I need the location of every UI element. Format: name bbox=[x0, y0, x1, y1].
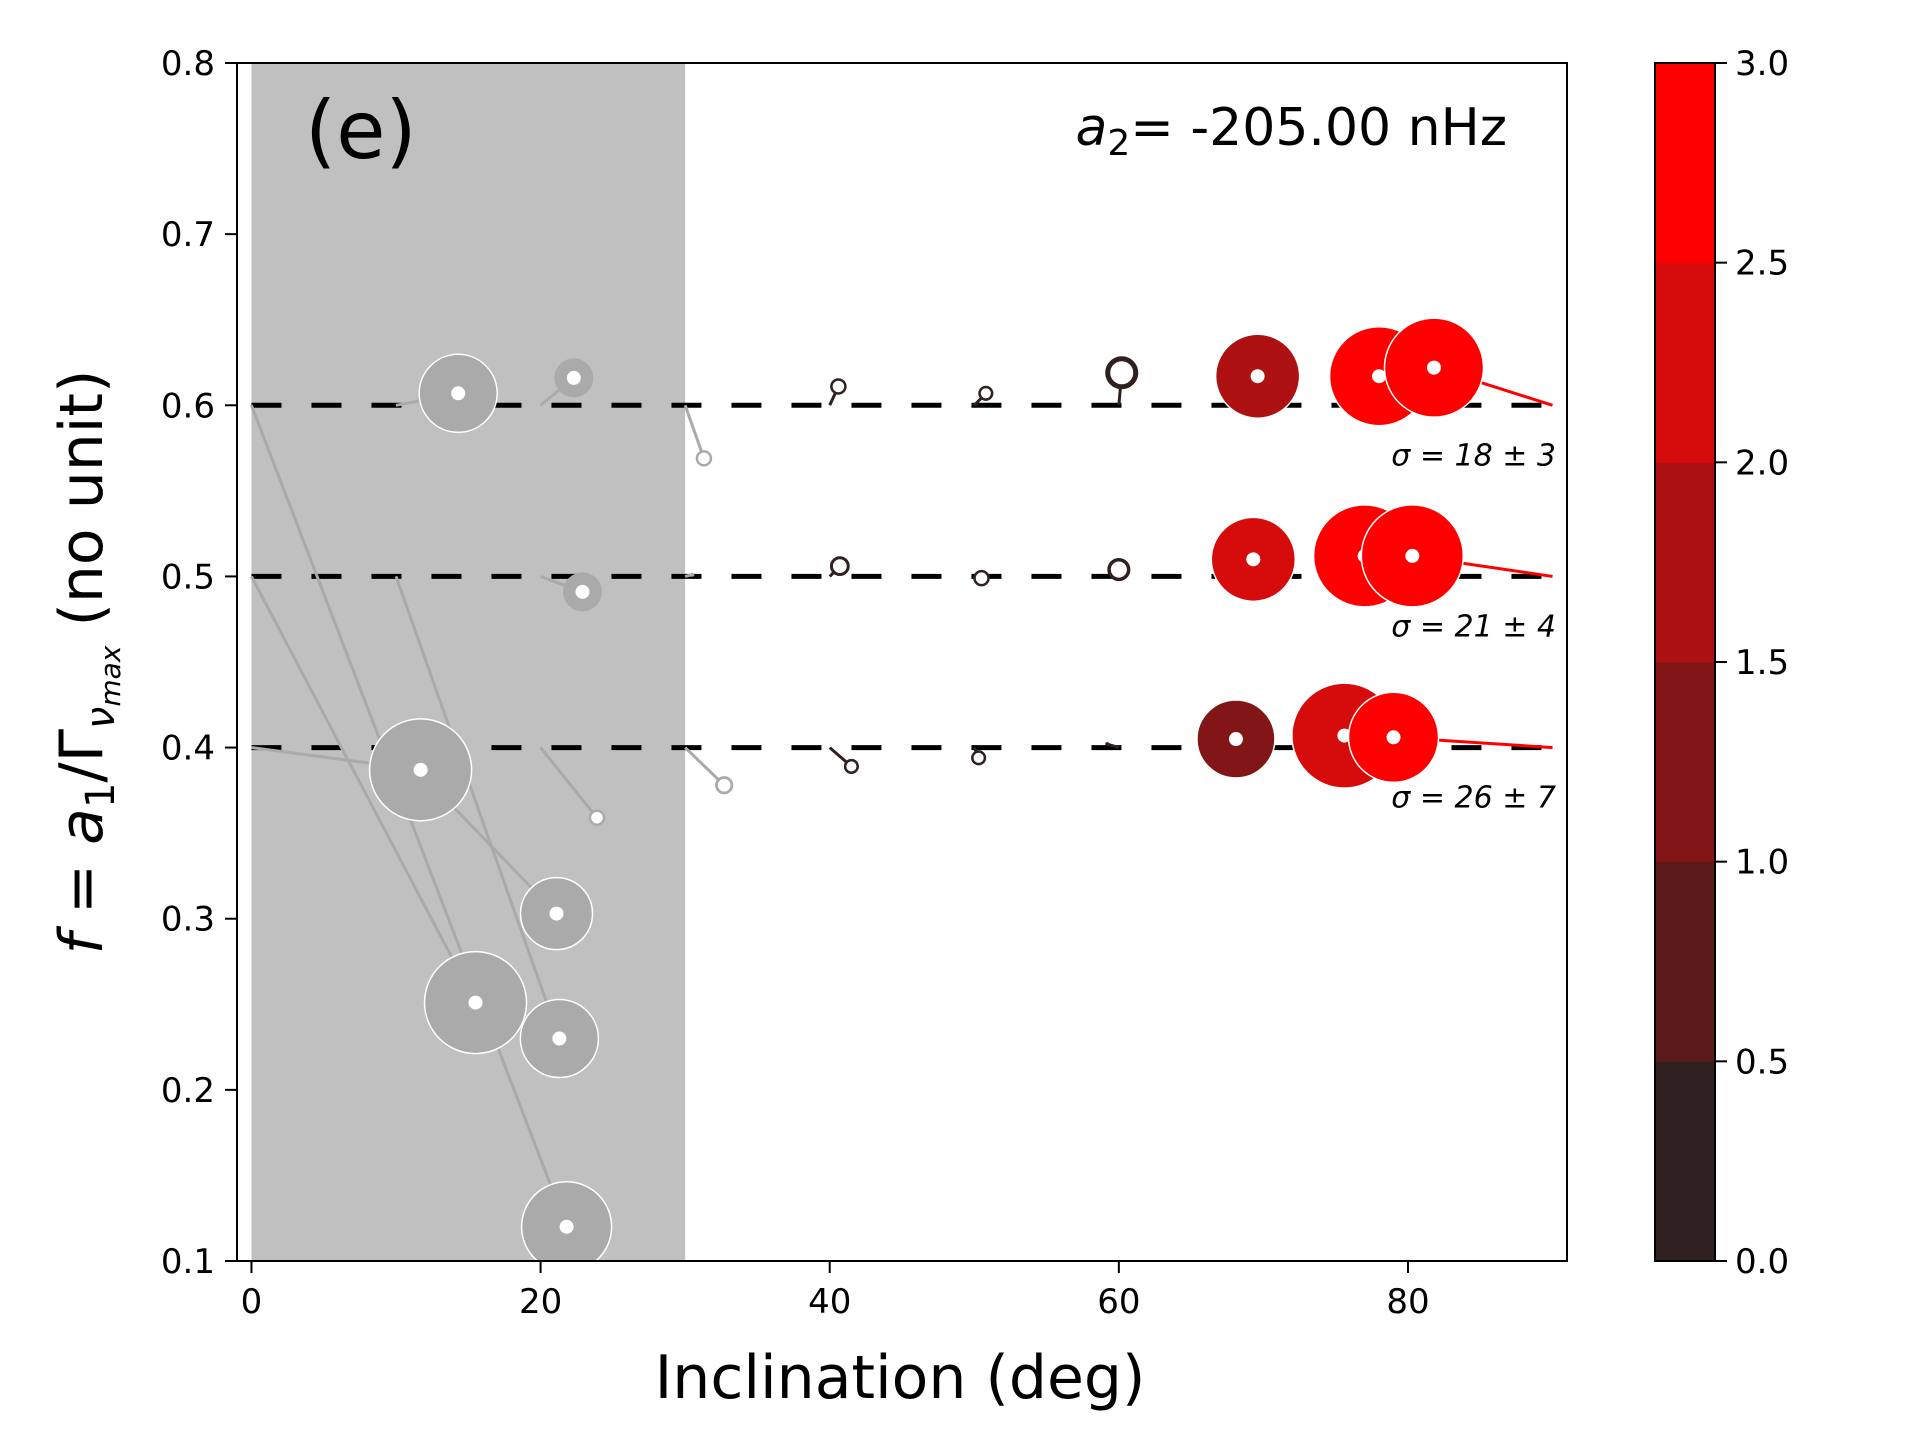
data-point bbox=[690, 572, 695, 577]
data-point-center bbox=[1246, 552, 1261, 567]
panel-label: (e) bbox=[305, 84, 417, 177]
y-tick-label: 0.7 bbox=[161, 215, 215, 255]
data-point-center bbox=[1405, 548, 1420, 563]
y-tick-label: 0.5 bbox=[161, 557, 215, 597]
colorbar-tick-label: 0.0 bbox=[1735, 1242, 1789, 1282]
sigma-labels: σ = 18 ± 3 σ = 21 ± 4 σ = 26 ± 7 bbox=[1391, 438, 1556, 815]
y-axis-label: f = a1/Γνmax (no unit) bbox=[47, 370, 127, 955]
plot-area: σ = 18 ± 3 σ = 21 ± 4 σ = 26 ± 7 (e) a2= -… bbox=[236, 62, 1568, 1262]
data-point-center bbox=[1228, 732, 1243, 747]
data-point bbox=[1105, 356, 1139, 390]
data-point-center bbox=[413, 762, 428, 777]
sigma-label: σ = 18 ± 3 bbox=[1391, 438, 1556, 473]
y-tick-label: 0.3 bbox=[161, 900, 215, 940]
colorbar-tick-label: 2.0 bbox=[1735, 443, 1789, 483]
data-point-center bbox=[1427, 360, 1441, 375]
colorbar-bin bbox=[1655, 662, 1715, 863]
plot-frame bbox=[236, 62, 1568, 1262]
y-label-slash-gamma: /Γ bbox=[47, 728, 117, 782]
data-point bbox=[1107, 558, 1131, 582]
data-point-center bbox=[559, 1219, 574, 1234]
excluded-inclination-region bbox=[251, 63, 686, 1261]
sigma-label: σ = 26 ± 7 bbox=[1391, 781, 1556, 816]
colorbar-tick-label: 3.0 bbox=[1735, 44, 1789, 84]
data-markers bbox=[368, 317, 1485, 1261]
colorbar-tick-label: 2.5 bbox=[1735, 244, 1789, 284]
colorbar-bins bbox=[1655, 63, 1715, 1262]
y-label-a-sub: 1 bbox=[78, 783, 124, 808]
a2-annotation: a2= -205.00 nHz bbox=[1076, 98, 1507, 164]
data-point bbox=[978, 385, 994, 401]
colorbar-bin bbox=[1655, 1061, 1715, 1262]
x-axis: 0 20 40 60 80 bbox=[241, 1261, 1430, 1322]
data-point bbox=[830, 378, 847, 395]
x-tick-label: 80 bbox=[1386, 1282, 1429, 1322]
data-point-center bbox=[1386, 730, 1401, 745]
point-trail bbox=[539, 746, 599, 819]
y-label-eq: = bbox=[47, 845, 117, 933]
data-point-center bbox=[451, 386, 466, 401]
data-point-center bbox=[549, 906, 564, 921]
x-tick-label: 40 bbox=[808, 1282, 851, 1322]
point-trail bbox=[250, 575, 477, 1004]
data-point bbox=[1105, 742, 1110, 747]
data-point-center bbox=[566, 370, 581, 385]
y-label-unit: (no unit) bbox=[47, 370, 117, 646]
x-tick-label: 0 bbox=[241, 1282, 263, 1322]
data-point-center bbox=[468, 995, 483, 1010]
point-trail bbox=[394, 575, 561, 1040]
plot-content bbox=[250, 63, 1553, 1261]
a2-value: = -205.00 nHz bbox=[1130, 98, 1507, 158]
colorbar: 0.0 0.5 1.0 1.5 2.0 2.5 3.0 bbox=[1654, 44, 1789, 1282]
data-point bbox=[715, 776, 734, 795]
colorbar-bin bbox=[1655, 63, 1715, 264]
data-point bbox=[695, 450, 713, 467]
colorbar-ticks: 0.0 0.5 1.0 1.5 2.0 2.5 3.0 bbox=[1715, 44, 1789, 1282]
y-axis: 0.1 0.2 0.3 0.4 0.5 0.6 0.7 0.8 bbox=[161, 44, 237, 1282]
y-tick-label: 0.6 bbox=[161, 386, 215, 426]
colorbar-tick-label: 0.5 bbox=[1735, 1042, 1789, 1082]
colorbar-tick-label: 1.0 bbox=[1735, 843, 1789, 883]
data-point-center bbox=[1372, 369, 1387, 384]
data-point bbox=[829, 556, 850, 577]
point-trail bbox=[1106, 742, 1120, 750]
data-point-center bbox=[575, 584, 590, 599]
y-label-a: a bbox=[47, 808, 117, 845]
y-tick-label: 0.2 bbox=[161, 1071, 215, 1111]
x-tick-label: 60 bbox=[1097, 1282, 1140, 1322]
data-point bbox=[843, 758, 859, 774]
y-label-max: max bbox=[94, 645, 127, 706]
data-point bbox=[588, 809, 606, 826]
point-trail bbox=[683, 404, 706, 459]
y-tick-label: 0.8 bbox=[161, 44, 215, 84]
x-tick-label: 20 bbox=[519, 1282, 562, 1322]
y-label-nu: ν bbox=[78, 707, 124, 729]
x-axis-label: Inclination (deg) bbox=[655, 1343, 1146, 1413]
data-point-center bbox=[552, 1031, 567, 1046]
data-point bbox=[973, 569, 990, 587]
y-tick-label: 0.1 bbox=[161, 1242, 215, 1282]
a2-subscript: 2 bbox=[1107, 123, 1130, 164]
colorbar-tick-label: 1.5 bbox=[1735, 643, 1789, 683]
colorbar-bin bbox=[1655, 262, 1715, 463]
data-point-center bbox=[1250, 369, 1265, 384]
y-tick-label: 0.4 bbox=[161, 729, 215, 769]
colorbar-bin bbox=[1655, 462, 1715, 663]
colorbar-bin bbox=[1655, 861, 1715, 1062]
sigma-label: σ = 21 ± 4 bbox=[1391, 609, 1556, 644]
a2-symbol: a bbox=[1076, 98, 1108, 158]
data-point bbox=[971, 750, 987, 766]
